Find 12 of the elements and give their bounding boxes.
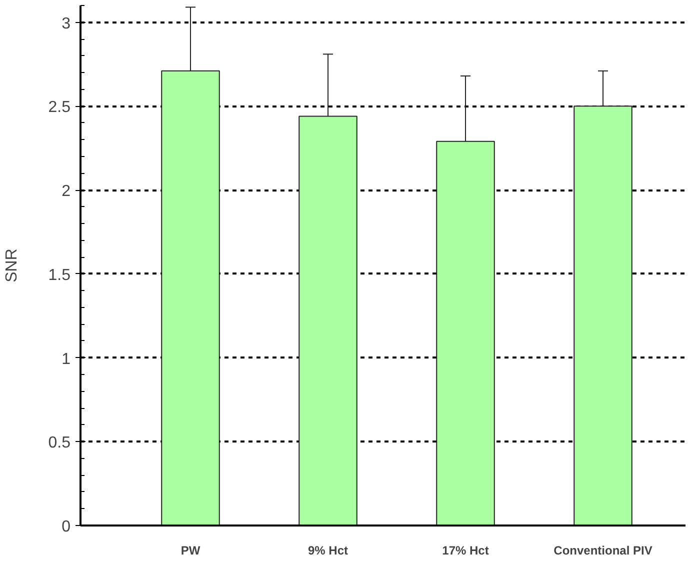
y-tick-label: 2 bbox=[62, 183, 71, 200]
y-axis-title: SNR bbox=[3, 248, 20, 282]
y-tick-label: 1 bbox=[62, 350, 71, 368]
y-tick-label: 2.5 bbox=[48, 99, 71, 116]
y-tick-label: 0 bbox=[62, 518, 71, 536]
x-tick-label: 9% Hct bbox=[308, 544, 348, 558]
x-tick-label: 17% Hct bbox=[442, 544, 489, 558]
x-tick-label: PW bbox=[180, 544, 201, 558]
x-tick-label: Conventional PIV bbox=[554, 544, 652, 558]
y-tick-label: 3 bbox=[62, 15, 71, 32]
y-tick-label: 0.5 bbox=[48, 434, 71, 452]
y-tick-label: 1.5 bbox=[48, 266, 71, 284]
